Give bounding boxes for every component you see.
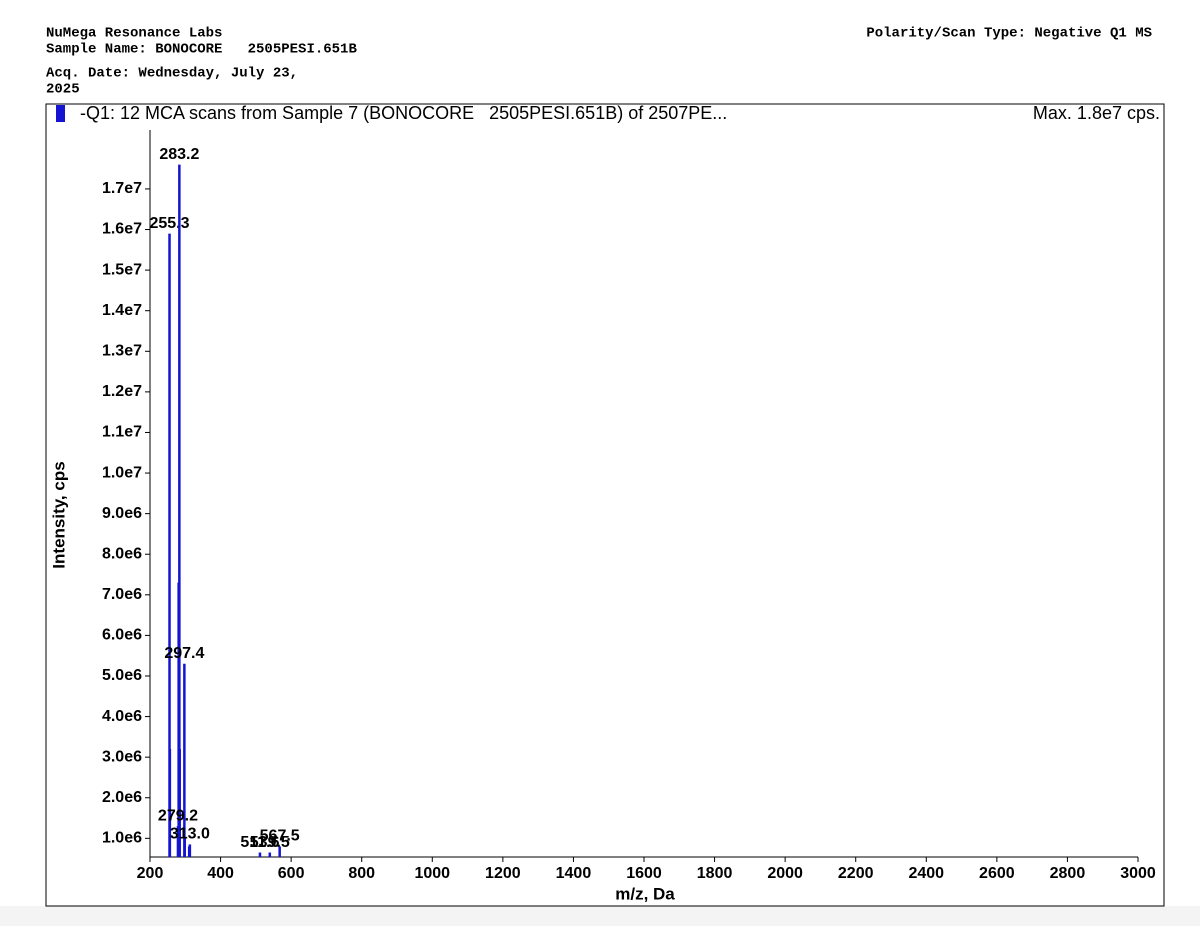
y-axis-label: Intensity, cps [49, 461, 68, 568]
x-tick-label: 1600 [626, 865, 662, 882]
y-tick-label: 1.4e7 [102, 302, 142, 319]
x-tick-label: 600 [278, 865, 305, 882]
x-tick-label: 1000 [414, 865, 450, 882]
footer-strip [0, 906, 1200, 926]
y-tick-label: 1.0e6 [102, 830, 142, 847]
lab-name: NuMega Resonance Labs [46, 26, 222, 42]
polarity: Polarity/Scan Type: Negative Q1 MS [866, 26, 1152, 42]
x-tick-label: 2400 [908, 865, 944, 882]
y-tick-label: 6.0e6 [102, 627, 142, 644]
x-axis-label: m/z, Da [615, 884, 675, 903]
x-tick-label: 800 [348, 865, 375, 882]
x-tick-label: 2800 [1050, 865, 1086, 882]
acq-date: 2025 [46, 82, 80, 98]
peak-label: 297.4 [164, 645, 204, 662]
peak-label: 283.2 [159, 146, 199, 163]
peak-label: 511.6 [240, 834, 279, 851]
x-tick-label: 2000 [767, 865, 803, 882]
y-tick-label: 1.5e7 [102, 261, 142, 278]
y-tick-label: 3.0e6 [102, 748, 142, 765]
x-tick-label: 2600 [979, 865, 1015, 882]
y-tick-label: 1.2e7 [102, 383, 142, 400]
x-tick-label: 1400 [556, 865, 592, 882]
y-tick-label: 1.7e7 [102, 180, 142, 197]
x-tick-label: 1200 [485, 865, 521, 882]
peak-label: 313.0 [170, 826, 210, 843]
y-tick-label: 7.0e6 [102, 586, 142, 603]
legend-swatch [56, 105, 65, 122]
y-tick-label: 1.3e7 [102, 343, 142, 360]
y-tick-label: 1.0e7 [102, 464, 142, 481]
y-tick-label: 1.6e7 [102, 221, 142, 238]
y-tick-label: 8.0e6 [102, 545, 142, 562]
x-tick-label: 400 [207, 865, 234, 882]
y-tick-label: 5.0e6 [102, 667, 142, 684]
acq-date: Acq. Date: Wednesday, July 23, [46, 66, 298, 82]
x-tick-label: 1800 [697, 865, 733, 882]
x-tick-label: 2200 [838, 865, 874, 882]
y-tick-label: 1.1e7 [102, 424, 142, 441]
plot-frame [45, 103, 1165, 907]
x-tick-label: 200 [137, 865, 164, 882]
peak-label: 279.2 [158, 807, 198, 824]
peak-label: 567.5 [260, 828, 300, 845]
y-tick-label: 4.0e6 [102, 708, 142, 725]
max-label: Max. 1.8e7 cps. [1033, 103, 1160, 123]
x-tick-label: 3000 [1120, 865, 1156, 882]
y-tick-label: 2.0e6 [102, 789, 142, 806]
peak-label: 255.3 [149, 215, 189, 232]
y-tick-label: 9.0e6 [102, 505, 142, 522]
sample-name: Sample Name: BONOCORE 2505PESI.651B [46, 42, 357, 58]
legend-label: -Q1: 12 MCA scans from Sample 7 (BONOCOR… [80, 103, 727, 123]
